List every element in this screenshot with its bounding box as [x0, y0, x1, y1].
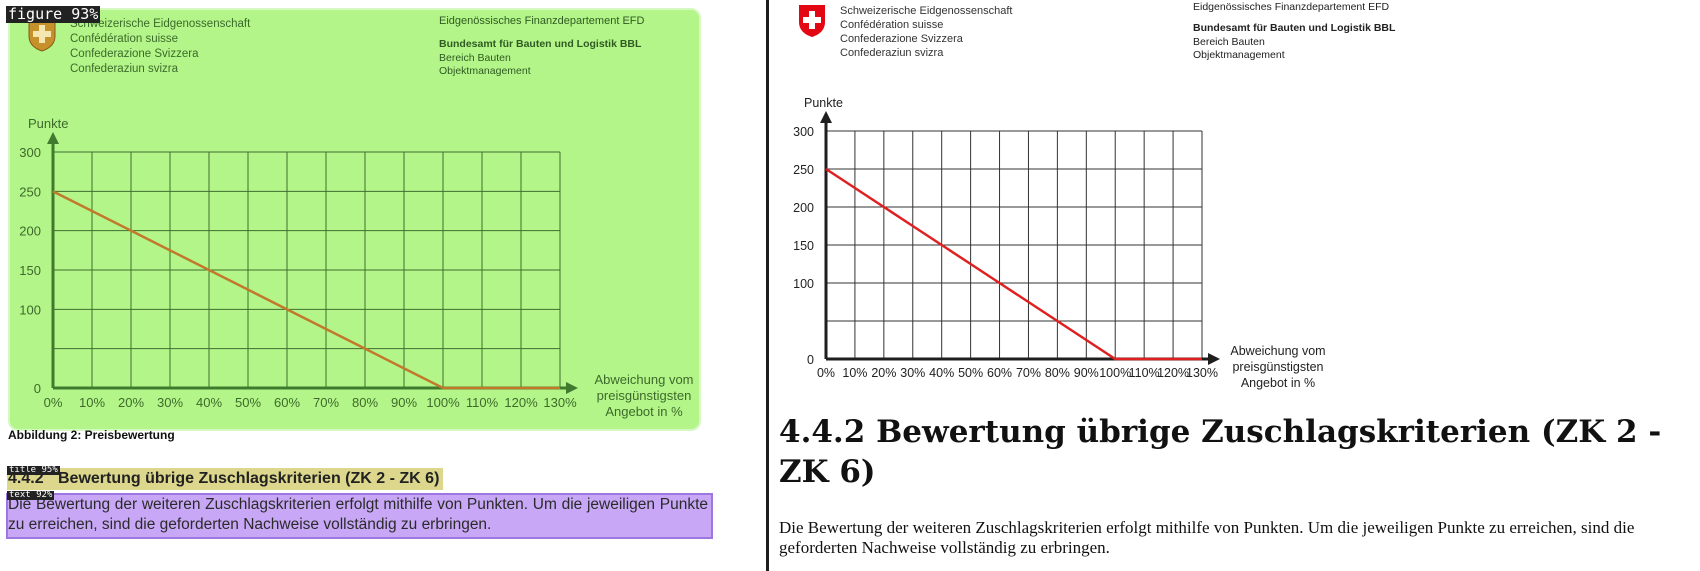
section-paragraph-left: Die Bewertung der weiteren Zuschlagskrit…	[8, 496, 708, 533]
figure-caption: Abbildung 2: Preisbewertung	[8, 428, 175, 442]
section-paragraph: Die Bewertung der weiteren Zuschlagskrit…	[779, 518, 1635, 557]
y-axis-label: Punkte	[804, 96, 843, 110]
confederation-line-3: Confederazione Svizzera	[70, 48, 199, 60]
x-tick-label: 10%	[79, 395, 105, 410]
x-tick-label: 30%	[157, 395, 183, 410]
x-axis-label-line: preisgünstigsten	[597, 388, 692, 403]
swiss-crest-icon	[799, 5, 825, 37]
x-tick-label: 40%	[196, 395, 222, 410]
y-tick-label: 100	[793, 277, 814, 291]
x-axis-arrow	[1208, 353, 1220, 365]
figure-detection-label: figure 93%	[6, 5, 101, 23]
y-axis-arrow	[47, 132, 59, 144]
y-tick-label: 0	[34, 381, 41, 396]
x-tick-label: 110%	[1129, 366, 1160, 380]
y-axis-arrow	[820, 111, 832, 123]
x-tick-label: 80%	[352, 395, 378, 410]
x-tick-label: 100%	[426, 395, 460, 410]
y-tick-label: 300	[793, 125, 814, 139]
text-detection-box	[6, 493, 713, 539]
x-tick-label: 70%	[313, 395, 339, 410]
price-score-line	[52, 190, 560, 390]
office-name: Bundesamt für Bauten und Logistik BBL	[1193, 22, 1396, 34]
x-axis-label-line: preisgünstigsten	[1232, 360, 1323, 374]
x-tick-label: 0%	[44, 395, 63, 410]
reconstructed-page-panel: Schweizerische Eidgenossenschaft Confédé…	[769, 0, 1700, 571]
y-tick-label: 0	[807, 353, 814, 367]
y-tick-label: 250	[793, 163, 814, 177]
x-tick-label: 70%	[1016, 366, 1041, 380]
department-name: Eidgenössisches Finanzdepartement EFD	[1193, 1, 1390, 13]
x-tick-label: 30%	[900, 366, 925, 380]
price-chart-right: 0 100 150 200 250 300 Punkte 0% 10% 20% 30% 40% 50% 6…	[793, 96, 1325, 390]
unit-name: Objektmanagement	[1193, 49, 1285, 61]
x-tick-label: 130%	[1186, 366, 1218, 380]
x-tick-label: 20%	[871, 366, 896, 380]
y-tick-label: 250	[19, 184, 41, 199]
section-heading: 4.4.2 Bewertung übrige Zuschlagskriterie…	[779, 414, 1662, 490]
title-detection-box	[7, 468, 443, 490]
x-axis-label-line: Angebot in %	[1241, 376, 1315, 390]
annotated-page-panel: Schweizerische Eidgenossenschaft Confédé…	[0, 0, 720, 571]
x-tick-label: 20%	[118, 395, 144, 410]
confederation-line-2: Confédération suisse	[70, 33, 179, 45]
figure-detection-box	[8, 8, 701, 431]
x-tick-label: 10%	[842, 366, 867, 380]
office-name: Bundesamt für Bauten und Logistik BBL	[439, 38, 642, 50]
title-detection-label: title 95%	[7, 465, 60, 475]
price-score-line	[825, 167, 1202, 361]
x-tick-label: 130%	[543, 395, 577, 410]
x-tick-label: 60%	[274, 395, 300, 410]
x-tick-label: 50%	[958, 366, 983, 380]
unit-name: Objektmanagement	[439, 65, 531, 77]
x-axis-arrow	[566, 382, 578, 394]
x-tick-label: 90%	[1074, 366, 1099, 380]
x-tick-label: 110%	[466, 395, 499, 410]
x-tick-label: 50%	[235, 395, 261, 410]
confederation-line-4: Confederaziun svizra	[70, 63, 179, 75]
x-tick-label: 80%	[1045, 366, 1070, 380]
x-tick-label: 100%	[1099, 366, 1131, 380]
confederation-line-4: Confederaziun svizra	[840, 47, 944, 59]
panel-divider	[766, 0, 769, 571]
x-tick-label: 120%	[1157, 366, 1189, 380]
y-tick-label: 200	[793, 201, 814, 215]
division-name: Bereich Bauten	[1193, 36, 1265, 48]
section-title-left: Bewertung übrige Zuschlagskriterien (ZK …	[58, 470, 440, 487]
confederation-line-2: Confédération suisse	[840, 19, 944, 31]
x-tick-label: 90%	[391, 395, 417, 410]
swiss-crest-icon	[28, 18, 56, 52]
x-tick-label: 60%	[987, 366, 1012, 380]
text-detection-label: text 92%	[7, 490, 55, 500]
y-tick-label: 100	[19, 302, 41, 317]
x-tick-label: 40%	[929, 366, 954, 380]
y-axis-label: Punkte	[28, 116, 68, 131]
division-name: Bereich Bauten	[439, 52, 511, 64]
y-tick-label: 150	[19, 263, 41, 278]
confederation-line-3: Confederazione Svizzera	[840, 33, 963, 45]
y-tick-label: 150	[793, 239, 814, 253]
x-tick-label: 0%	[817, 366, 835, 380]
x-axis-label-line: Abweichung vom	[1230, 344, 1325, 358]
x-tick-label: 120%	[504, 395, 538, 410]
department-name: Eidgenössisches Finanzdepartement EFD	[439, 15, 645, 27]
x-axis-label-line: Angebot in %	[605, 404, 683, 419]
y-tick-label: 300	[19, 145, 41, 160]
confederation-line-1: Schweizerische Eidgenossenschaft	[70, 18, 251, 30]
x-axis-label-line: Abweichung vom	[595, 372, 694, 387]
confederation-line-1: Schweizerische Eidgenossenschaft	[840, 5, 1013, 17]
y-tick-label: 200	[19, 224, 41, 239]
price-chart-left: 0 100 150 200 250 300 Punkte 0% 10% 20% 30% 40% 50% 6…	[19, 116, 694, 419]
